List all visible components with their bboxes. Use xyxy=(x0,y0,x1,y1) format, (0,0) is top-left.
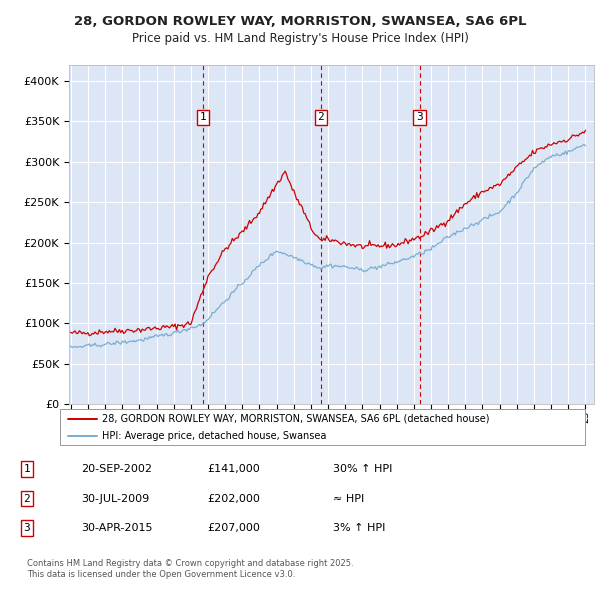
Text: 2: 2 xyxy=(317,113,324,123)
Text: 3% ↑ HPI: 3% ↑ HPI xyxy=(333,523,385,533)
Text: Contains HM Land Registry data © Crown copyright and database right 2025.
This d: Contains HM Land Registry data © Crown c… xyxy=(27,559,353,579)
Text: 28, GORDON ROWLEY WAY, MORRISTON, SWANSEA, SA6 6PL: 28, GORDON ROWLEY WAY, MORRISTON, SWANSE… xyxy=(74,15,526,28)
Text: ≈ HPI: ≈ HPI xyxy=(333,494,364,503)
Text: £207,000: £207,000 xyxy=(207,523,260,533)
Text: 20-SEP-2002: 20-SEP-2002 xyxy=(81,464,152,474)
Text: £141,000: £141,000 xyxy=(207,464,260,474)
Text: 1: 1 xyxy=(23,464,31,474)
Text: 2: 2 xyxy=(23,494,31,503)
Text: 30% ↑ HPI: 30% ↑ HPI xyxy=(333,464,392,474)
Text: 30-JUL-2009: 30-JUL-2009 xyxy=(81,494,149,503)
Text: 28, GORDON ROWLEY WAY, MORRISTON, SWANSEA, SA6 6PL (detached house): 28, GORDON ROWLEY WAY, MORRISTON, SWANSE… xyxy=(102,414,490,424)
Text: 1: 1 xyxy=(200,113,206,123)
Text: 3: 3 xyxy=(416,113,423,123)
Text: 3: 3 xyxy=(23,523,31,533)
Text: £202,000: £202,000 xyxy=(207,494,260,503)
Text: HPI: Average price, detached house, Swansea: HPI: Average price, detached house, Swan… xyxy=(102,431,326,441)
Text: Price paid vs. HM Land Registry's House Price Index (HPI): Price paid vs. HM Land Registry's House … xyxy=(131,32,469,45)
Text: 30-APR-2015: 30-APR-2015 xyxy=(81,523,152,533)
